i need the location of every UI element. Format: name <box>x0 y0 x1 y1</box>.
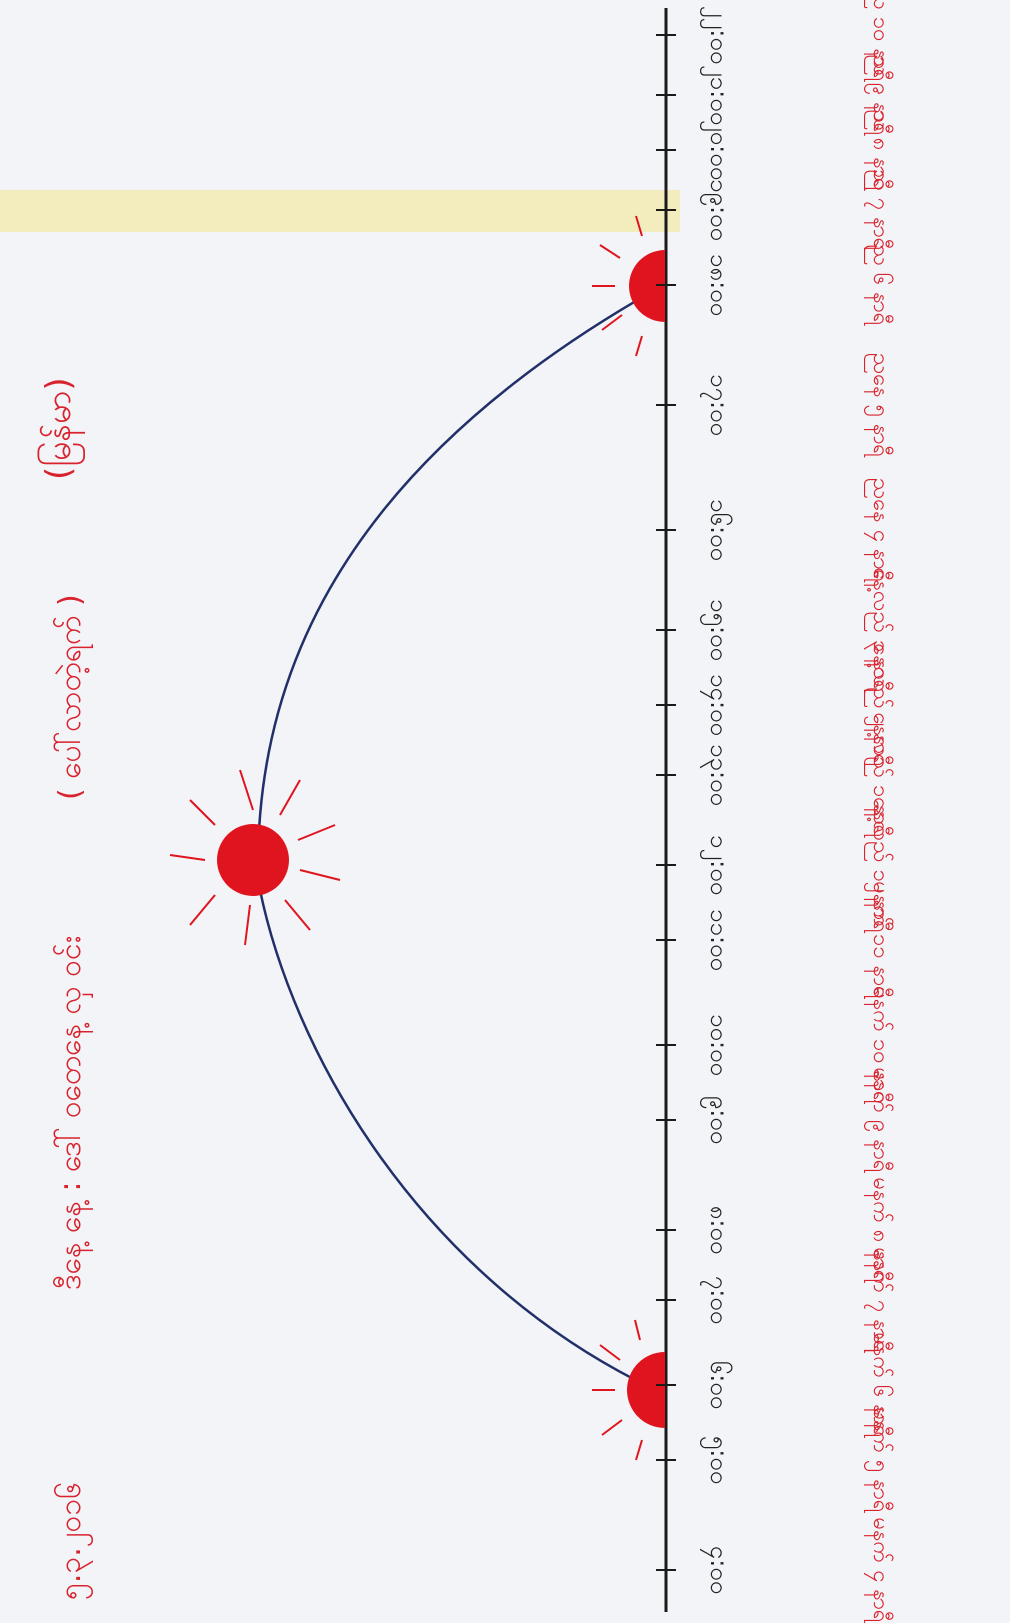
time-name: ည ၈ နာရီ <box>864 110 894 191</box>
time-label: ၁၈:၀၀ <box>705 254 733 316</box>
time-name: မနက် ၅ နာရီ <box>864 1408 894 1513</box>
time-label: ၁၆:၀၀ <box>705 499 734 561</box>
time-label: ၇:၀၀ <box>700 1276 733 1325</box>
time-label: ၁၁:၀၀ <box>705 909 733 971</box>
time-name: မနက် ၁၁ နာရီ <box>864 881 894 999</box>
time-name: ည ၉ နာရီ <box>864 55 894 136</box>
time-name: မနက် ၉ နာရီ <box>864 1068 894 1173</box>
subtitle: ( ပေါ်လာတဲ့ရက် ) <box>52 594 94 800</box>
title: ဒီနေ့ နေ့ : ဒေါ် ဝတေနေ့ လှ ဝင်း <box>52 936 94 1290</box>
time-label: ၆:၀၀ <box>705 1361 734 1410</box>
tape <box>0 190 680 232</box>
label: (မြန်မာ) <box>39 377 85 480</box>
time-label: ၂၀:၀၀ <box>700 120 733 180</box>
time-label: ၈:၀၀ <box>705 1206 733 1255</box>
time-name: မနက် ၈ နာရီ <box>864 1177 894 1282</box>
time-name: မနက် ၄ နာရီ <box>864 1518 894 1623</box>
time-name: မနက် ၆ နာရီ <box>864 1333 894 1438</box>
time-label: ၉:၀၀ <box>700 1096 733 1145</box>
time-name: မနက် ၁၀ နာရီ <box>864 986 894 1104</box>
time-name: ည ၁၀ နာရီ <box>864 0 894 82</box>
time-name: ည ၆ နာရီ <box>864 245 894 326</box>
time-name: ညနေ ၅ နာရီ <box>864 353 894 457</box>
time-label: ၁၇:၀၀ <box>700 374 733 436</box>
time-name: နေ့လည် ၁၂ နာရီ <box>864 797 894 933</box>
time-label: ၁၂:၀၀ <box>700 835 733 895</box>
date: ၅.၃.၂၀၁၆ <box>52 1482 94 1600</box>
time-label: ၄:၀၀ <box>700 1546 733 1595</box>
time-name: နေ့လည် ၂ နာရီ <box>864 643 894 766</box>
time-name: ည ၇ နာရီ <box>864 170 894 251</box>
sunset <box>592 215 665 357</box>
time-label: ၁၃:၀၀ <box>700 744 733 806</box>
time-label: ၂၂:၀၀ <box>700 6 733 65</box>
time-label: ၁၅:၀၀ <box>700 599 733 661</box>
time-name: မနက် ၇ နာရီ <box>864 1248 894 1353</box>
sunrise <box>592 1319 665 1461</box>
time-label: ၁၄:၀၀ <box>700 674 733 736</box>
time-label: ၁၀:၀၀ <box>705 1014 733 1076</box>
time-name: နေ့လည် ၁ နာရီ <box>864 713 894 838</box>
noon-sun <box>169 769 341 946</box>
time-label: ၁၉:၀၀ <box>700 179 733 241</box>
time-label: ၅:၀၀ <box>700 1436 733 1485</box>
time-name: နေ့လည် ၃ နာရီ <box>864 568 894 693</box>
time-label: ၂၁:၀၀ <box>700 65 733 125</box>
time-name: ညနေ ၄ နာရီ <box>864 478 894 582</box>
